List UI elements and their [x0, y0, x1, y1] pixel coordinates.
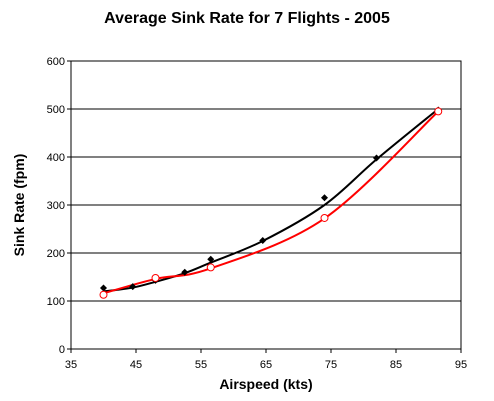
y-tick-label: 600: [47, 56, 65, 68]
x-axis-title: Airspeed (kts): [219, 376, 312, 392]
data-point-series-1: [100, 284, 107, 292]
data-point-series-1: [373, 154, 380, 162]
x-tick-label: 35: [65, 359, 77, 371]
data-point-series-2: [151, 273, 160, 282]
y-tick-label: 0: [59, 344, 65, 356]
data-point-series-2: [434, 107, 443, 116]
y-tick-label: 200: [47, 248, 65, 260]
series-trendlines: [103, 108, 439, 295]
data-point-series-2: [206, 263, 215, 272]
y-tick-label: 500: [47, 104, 65, 116]
x-axis-ticks: 35 45 55 65 75 85 95: [65, 349, 467, 371]
x-tick-label: 65: [260, 359, 272, 371]
data-point-series-1: [181, 268, 189, 276]
y-axis-ticks: 0 100 200 300 400 500 600: [47, 56, 71, 356]
data-point-series-1: [321, 194, 328, 202]
y-tick-label: 300: [47, 200, 65, 212]
data-point-series-1: [129, 283, 137, 291]
data-point-series-2: [99, 290, 108, 299]
y-axis-title: Sink Rate (fpm): [11, 154, 27, 257]
data-point-series-1: [207, 255, 215, 263]
gridlines: [71, 108, 461, 302]
x-tick-label: 95: [455, 359, 467, 371]
trendline-series-2: [103, 110, 439, 295]
y-tick-label: 400: [47, 152, 65, 164]
x-tick-label: 55: [195, 359, 207, 371]
x-tick-label: 75: [325, 359, 337, 371]
y-tick-label: 100: [47, 296, 65, 308]
x-tick-label: 85: [390, 359, 402, 371]
trendline-series-1: [103, 108, 439, 293]
series-markers: [99, 106, 443, 299]
data-point-series-1: [259, 237, 267, 245]
data-point-series-2: [320, 213, 329, 222]
x-tick-label: 45: [130, 359, 142, 371]
chart-title: Average Sink Rate for 7 Flights - 2005: [104, 10, 390, 27]
